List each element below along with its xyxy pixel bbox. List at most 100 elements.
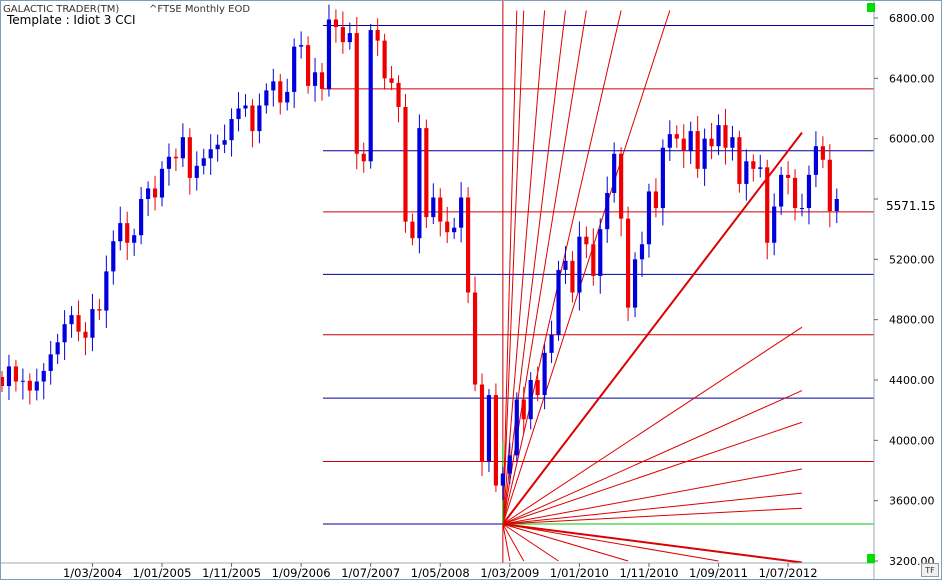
candle-body-84 (584, 236, 589, 245)
fan-line-6 (502, 10, 671, 525)
candle-body-64 (445, 221, 450, 233)
candle-body-59 (410, 221, 415, 239)
candle-body-75 (521, 399, 526, 420)
candle-body-72 (500, 473, 505, 486)
candle-body-14 (97, 309, 102, 311)
candle-body-5 (34, 381, 39, 391)
candle-body-52 (361, 153, 366, 162)
candle-body-54 (375, 30, 380, 41)
candle-body-115 (799, 208, 805, 210)
candle-body-32 (222, 140, 227, 145)
candle-body-60 (417, 128, 422, 239)
candle-body-57 (396, 82, 401, 107)
candle-body-35 (243, 105, 248, 109)
candle-body-30 (208, 149, 213, 159)
scroll-top-handle[interactable] (867, 3, 875, 12)
candle-body-86 (598, 229, 603, 276)
template-label: Template : Idiot 3 CCI (7, 13, 136, 27)
candle-body-90 (626, 218, 631, 308)
candle-body-19 (132, 235, 137, 243)
scroll-bottom-handle[interactable] (867, 554, 875, 563)
candle-body-28 (194, 165, 199, 178)
candle-body-98 (681, 138, 686, 151)
candle-body-13 (90, 309, 95, 338)
candle-body-62 (431, 197, 436, 218)
candle-body-1 (6, 366, 12, 387)
x-tick-label-10: 1/07/2012 (759, 566, 818, 579)
candle-body-68 (472, 292, 478, 385)
fan-line-16 (502, 523, 629, 562)
app-title: GALACTIC TRADER(TM) (3, 4, 120, 15)
candle-body-42 (292, 46, 297, 92)
x-tick-label-3: 1/09/2006 (272, 566, 331, 579)
candle-body-26 (180, 137, 185, 159)
y-tick-label-9: 6800.00 (889, 12, 935, 25)
y-tick-label-8: 6400.00 (889, 72, 935, 85)
candle-body-83 (577, 236, 582, 293)
candle-body-107 (744, 161, 749, 184)
candle-body-66 (459, 197, 464, 228)
candle-body-109 (758, 167, 763, 169)
candle-body-15 (104, 271, 109, 311)
candle-body-113 (786, 174, 791, 178)
candle-body-44 (306, 45, 311, 86)
candle-body-20 (139, 199, 144, 236)
candle-body-46 (319, 72, 325, 89)
candle-body-88 (612, 153, 617, 193)
candle-body-103 (716, 125, 721, 147)
candle-body-36 (250, 105, 255, 132)
x-tick-label-4: 1/07/2007 (341, 566, 400, 579)
candle-body-91 (632, 259, 638, 308)
candle-body-89 (619, 153, 624, 219)
candle-body-39 (271, 81, 276, 91)
candle-body-77 (535, 380, 540, 396)
candle-body-61 (424, 128, 429, 218)
candle-body-81 (563, 260, 568, 270)
candle-body-117 (813, 146, 818, 175)
candle-body-47 (326, 19, 332, 89)
candle-body-101 (702, 138, 707, 169)
y-tick-label-1: 3600.00 (889, 495, 935, 508)
candle-body-11 (76, 315, 81, 332)
x-tick-label-0: 1/03/2004 (63, 566, 122, 579)
candle-body-49 (340, 27, 345, 43)
candle-body-40 (278, 81, 283, 103)
fan-line-19 (502, 523, 511, 562)
candle-body-99 (688, 131, 693, 151)
candle-body-104 (723, 125, 728, 148)
fan-line-18 (502, 523, 525, 562)
candle-body-82 (570, 260, 575, 293)
fan-line-10 (502, 10, 546, 525)
x-tick-label-7: 1/01/2010 (550, 566, 609, 579)
candle-body-70 (486, 395, 492, 462)
candle-body-94 (653, 191, 658, 209)
fan-line-5 (502, 523, 803, 564)
y-tick-label-3: 4400.00 (889, 374, 935, 387)
candle-body-112 (779, 174, 784, 207)
timeframe-button[interactable]: TF (921, 563, 939, 577)
candle-body-118 (820, 146, 825, 160)
fan-line-15 (502, 523, 719, 562)
candle-body-67 (466, 197, 471, 293)
candle-body-23 (159, 168, 165, 198)
fan-line-14 (502, 507, 803, 525)
candle-body-92 (639, 244, 645, 260)
symbol-label: ^FTSE Monthly EOD (149, 4, 251, 15)
x-tick-label-2: 1/11/2005 (202, 566, 261, 579)
candle-body-76 (528, 380, 533, 420)
candle-body-31 (215, 144, 220, 150)
candle-body-58 (403, 106, 408, 222)
candle-body-7 (48, 354, 53, 371)
candle-body-96 (667, 134, 672, 148)
y-tick-label-7: 6000.00 (889, 133, 935, 146)
candle-body-6 (41, 370, 46, 382)
candle-body-120 (834, 199, 839, 212)
candle-body-16 (111, 241, 116, 272)
candle-body-69 (479, 384, 485, 462)
candle-body-87 (605, 192, 610, 230)
candle-body-21 (146, 188, 151, 199)
candle-body-48 (333, 19, 338, 28)
x-tick-label-9: 1/09/2011 (689, 566, 748, 579)
candle-body-51 (354, 33, 359, 154)
